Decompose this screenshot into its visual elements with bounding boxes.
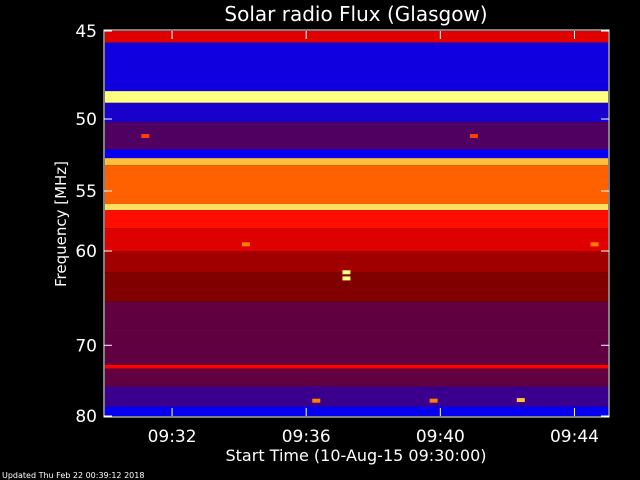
burst-mark-5 xyxy=(469,134,478,139)
frequency-band-16 xyxy=(105,368,608,387)
frequency-band-4 xyxy=(105,122,608,150)
x-tick-label: 09:44 xyxy=(550,427,599,447)
updated-timestamp: Updated Thu Feb 22 00:39:12 2018 xyxy=(2,471,144,480)
frequency-band-17 xyxy=(105,386,608,407)
burst-mark-6 xyxy=(312,398,321,403)
frequency-band-2 xyxy=(105,91,608,103)
frequency-band-11 xyxy=(105,251,608,273)
frequency-band-1 xyxy=(105,42,608,92)
y-tick-label: 55 xyxy=(75,182,97,202)
burst-mark-2 xyxy=(241,242,250,247)
frequency-band-13 xyxy=(105,301,608,329)
frequency-band-7 xyxy=(105,165,608,204)
burst-mark-1 xyxy=(342,276,351,281)
y-tick-label: 45 xyxy=(75,22,97,42)
x-tick-label: 09:36 xyxy=(282,427,331,447)
frequency-band-0 xyxy=(105,31,608,43)
y-tick-label: 60 xyxy=(75,242,97,262)
y-axis-label: Frequency [MHz] xyxy=(52,161,70,287)
frequency-band-18 xyxy=(105,406,608,416)
heatmap-layer xyxy=(105,31,608,416)
burst-mark-4 xyxy=(141,134,150,139)
frequency-band-3 xyxy=(105,102,608,123)
burst-mark-8 xyxy=(516,398,525,403)
frequency-band-15 xyxy=(105,364,608,369)
x-tick-label: 09:32 xyxy=(148,427,197,447)
frequency-band-8 xyxy=(105,203,608,211)
frequency-band-12 xyxy=(105,272,608,302)
burst-mark-0 xyxy=(342,270,351,275)
frequency-band-5 xyxy=(105,149,608,159)
frequency-band-14 xyxy=(105,328,608,365)
x-tick-label: 09:40 xyxy=(416,427,465,447)
plot-frame xyxy=(103,29,610,418)
y-tick-label: 50 xyxy=(75,110,97,130)
frequency-band-10 xyxy=(105,228,608,251)
y-tick-label: 70 xyxy=(75,336,97,356)
frequency-band-9 xyxy=(105,210,608,229)
y-tick-label: 80 xyxy=(75,407,97,427)
frequency-band-6 xyxy=(105,158,608,166)
chart-title: Solar radio Flux (Glasgow) xyxy=(224,2,487,26)
burst-mark-7 xyxy=(429,398,438,403)
axis-ticks: 09:32 09:36 09:40 09:44 45 50 55 60 70 80 xyxy=(75,22,609,447)
x-axis-label: Start Time (10-Aug-15 09:30:00) xyxy=(226,446,487,465)
burst-mark-3 xyxy=(590,242,599,247)
